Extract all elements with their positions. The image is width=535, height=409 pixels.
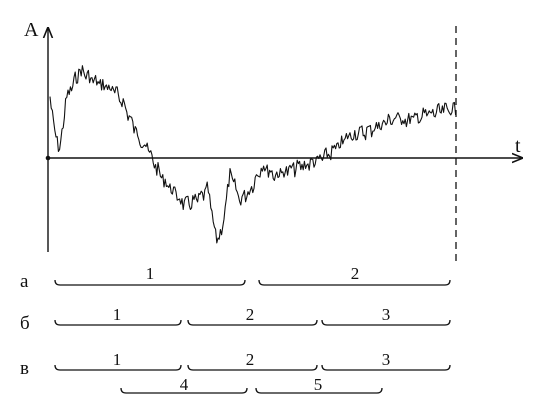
y-axis-label: A xyxy=(24,19,39,41)
segment-label-v-3: 3 xyxy=(382,350,391,369)
segment-label-v-1: 1 xyxy=(113,350,122,369)
segment-label-b-2: 2 xyxy=(246,305,255,324)
x-axis-label: t xyxy=(515,135,521,157)
segment-label-a-2: 2 xyxy=(351,264,360,283)
segment-label-overlap-4: 4 xyxy=(180,375,189,394)
segment-label-overlap-5: 5 xyxy=(314,375,323,394)
row-label-a: а xyxy=(20,271,29,292)
segment-label-a-1: 1 xyxy=(146,264,155,283)
segment-label-v-2: 2 xyxy=(246,350,255,369)
row-label-b: б xyxy=(20,313,30,334)
signal-curve xyxy=(50,66,456,243)
segment-label-b-3: 3 xyxy=(382,305,391,324)
origin-point xyxy=(46,156,51,161)
row-label-v: в xyxy=(20,358,29,379)
segment-label-b-1: 1 xyxy=(113,305,122,324)
